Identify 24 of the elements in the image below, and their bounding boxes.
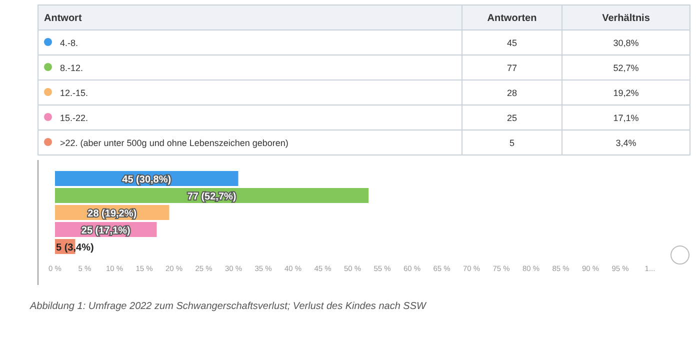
data-label: 52,7%	[613, 63, 639, 73]
category-label: 8.-12.	[60, 63, 84, 73]
text: Verhältnis	[602, 13, 650, 24]
data-label: 77 (52,7%)	[187, 192, 236, 202]
data-label: 28 (19,2%)	[88, 208, 137, 220]
data-label: 45 (30,8%)	[122, 174, 172, 186]
data-label: 25 (17,1%)	[81, 226, 130, 236]
data-label: 28	[506, 88, 518, 98]
text: Antwort	[44, 13, 82, 24]
data-label: 30,8%	[613, 38, 639, 48]
data-label: 77	[506, 63, 518, 73]
data-label: 19,2%	[613, 88, 639, 98]
category-label: 12.-15.	[60, 88, 88, 98]
data-label: 45	[506, 38, 518, 48]
text: Abbildung 1: Umfrage 2022 zum Schwangerschaftsverlust; Verlust des Kindes nach SSW	[29, 301, 428, 312]
category-label: 15.-22.	[60, 113, 88, 123]
text: Antworten	[487, 13, 537, 24]
category-label: >22. (aber unter 500g und ohne Lebenszeichen geboren)	[60, 138, 288, 148]
data-label: 17,1%	[613, 113, 639, 123]
data-label: 25	[506, 113, 518, 123]
data-label: 3,4%	[616, 138, 636, 148]
data-label: 5	[509, 138, 515, 148]
bar	[55, 188, 369, 203]
category-label: 4.-8.	[60, 38, 78, 48]
